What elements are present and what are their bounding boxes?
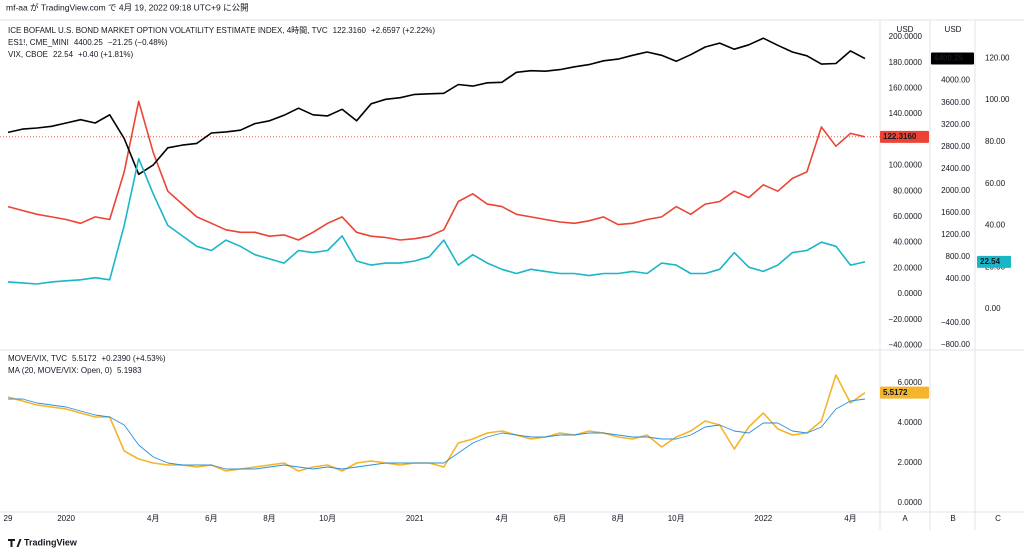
axis-letter: B: [950, 514, 955, 523]
y-tick-label: 2400.00: [941, 164, 970, 173]
legend-name: VIX, CBOE: [8, 50, 48, 59]
x-tick-label: 10月: [319, 514, 336, 523]
x-tick-label: 6月: [554, 514, 566, 523]
legend-name: ES1!, CME_MINI: [8, 38, 69, 47]
y-tick-label: 0.00: [985, 304, 1001, 313]
series-line: [8, 398, 866, 470]
axis-unit: USD: [945, 25, 962, 34]
y-tick-label: 60.00: [985, 179, 1006, 188]
y-tick-label: −800.00: [941, 340, 971, 349]
y-tick-label: 0.0000: [898, 498, 923, 507]
x-tick-label: 10月: [668, 514, 685, 523]
legend-value: 5.5172: [72, 354, 97, 363]
legend-name: MOVE/VIX, TVC: [8, 354, 67, 363]
price-tag-label: 5.5172: [883, 388, 908, 397]
y-tick-label: −20.0000: [888, 315, 922, 324]
header: mf-aa が TradingView.com で 4月 19, 2022 09…: [6, 2, 249, 12]
y-tick-label: 400.00: [946, 274, 971, 283]
legend-value: 4400.25: [74, 38, 103, 47]
legend-name: ICE BOFAML U.S. BOND MARKET OPTION VOLAT…: [8, 26, 328, 35]
y-tick-label: 2800.00: [941, 142, 970, 151]
y-tick-label: 160.0000: [889, 84, 923, 93]
footer-logo: [8, 539, 22, 547]
x-tick-label: 6月: [205, 514, 217, 523]
y-tick-label: 2.0000: [898, 458, 923, 467]
x-tick-label: 2020: [57, 514, 75, 523]
x-tick-label: 4月: [147, 514, 159, 523]
legend-value: 22.54: [53, 50, 74, 59]
y-tick-label: 200.0000: [889, 32, 923, 41]
y-tick-label: 100.0000: [889, 161, 923, 170]
axis-letter: A: [902, 514, 908, 523]
y-tick-label: 100.00: [985, 95, 1010, 104]
y-tick-label: 140.0000: [889, 109, 923, 118]
series-line: [7, 100, 866, 241]
y-tick-label: 80.00: [985, 137, 1006, 146]
x-tick-label: 29: [4, 514, 13, 523]
axis-letter: C: [995, 514, 1001, 523]
y-tick-label: 20.0000: [893, 263, 922, 272]
price-tag-label: 4400.25: [934, 54, 963, 63]
footer: TradingView: [24, 537, 78, 547]
x-tick-label: 2021: [406, 514, 424, 523]
price-tag: [977, 255, 1011, 268]
y-tick-label: −400.00: [941, 318, 971, 327]
x-tick-label: 4月: [496, 514, 508, 523]
y-tick-label: −40.0000: [888, 341, 922, 350]
legend-value: 5.1983: [117, 366, 142, 375]
price-tag-label: 22.54: [980, 257, 1001, 266]
series-line: [7, 37, 866, 176]
y-tick-label: 3200.00: [941, 120, 970, 129]
price-tag: [880, 386, 929, 399]
series-line: [7, 374, 866, 472]
y-tick-label: 120.00: [985, 53, 1010, 62]
axis-unit: USD: [897, 25, 914, 34]
y-tick-label: 6.0000: [898, 378, 923, 387]
x-tick-label: 8月: [263, 514, 275, 523]
y-tick-label: 2000.00: [941, 186, 970, 195]
y-tick-label: 1200.00: [941, 230, 970, 239]
series-line: [7, 157, 866, 285]
y-tick-label: 800.00: [946, 252, 971, 261]
y-tick-label: 80.0000: [893, 186, 922, 195]
y-tick-label: 40.00: [985, 221, 1006, 230]
y-tick-label: 3600.00: [941, 98, 970, 107]
legend-change: +0.40 (+1.81%): [78, 50, 133, 59]
x-tick-label: 8月: [612, 514, 624, 523]
y-tick-label: 60.0000: [893, 212, 922, 221]
x-tick-label: 2022: [754, 514, 772, 523]
y-tick-label: 4.0000: [898, 418, 923, 427]
y-tick-label: 1600.00: [941, 208, 970, 217]
legend-change: −21.25 (−0.48%): [108, 38, 168, 47]
legend-value: 122.3160: [333, 26, 367, 35]
legend-change: +0.2390 (+4.53%): [101, 354, 165, 363]
y-tick-label: 4000.00: [941, 76, 970, 85]
price-tag-label: 122.3160: [883, 132, 917, 141]
x-tick-label: 4月: [844, 514, 856, 523]
y-tick-label: 180.0000: [889, 58, 923, 67]
y-tick-label: 0.0000: [898, 289, 923, 298]
legend-change: +2.6597 (+2.22%): [371, 26, 435, 35]
legend-name: MA (20, MOVE/VIX: Open, 0): [8, 366, 112, 375]
price-tag: [880, 130, 929, 143]
price-tag: [931, 52, 974, 65]
y-tick-label: 40.0000: [893, 238, 922, 247]
